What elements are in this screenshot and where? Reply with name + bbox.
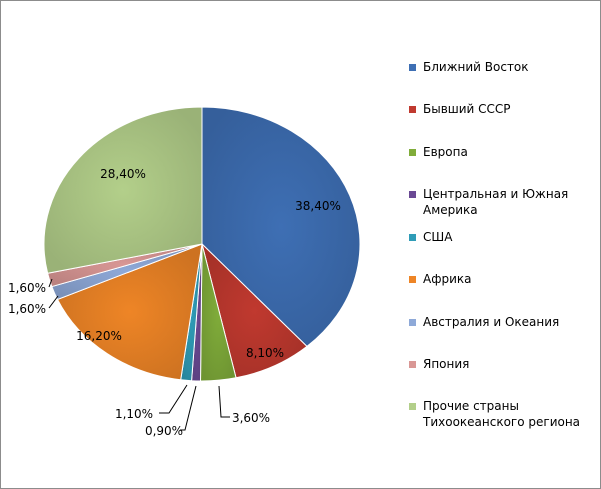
leader-line [48,278,53,288]
data-label: 16,20% [76,329,122,343]
legend-label: Центральная и Южная Америка [423,187,569,217]
pie-slice [201,106,361,348]
legend-swatch [409,361,416,368]
pie-slice [56,243,203,381]
leader-line [159,384,188,414]
data-label: 3,60% [232,411,270,425]
data-label: 1,60% [8,302,46,316]
leader-line [218,385,230,418]
legend-swatch [409,276,416,283]
data-label: 1,60% [8,281,46,295]
legend-swatch [409,319,416,326]
leader-line [48,295,59,309]
data-label: 0,90% [145,424,183,438]
data-label: 38,40% [295,199,341,213]
legend-label: Ближний Восток [423,60,529,74]
legend-label: Бывший СССР [423,102,511,116]
legend-label: Европа [423,145,468,159]
pie-slice [43,106,203,274]
data-label: 28,40% [100,167,146,181]
leader-line [180,385,197,431]
legend-swatch [409,403,416,410]
legend-label: Прочие страны Тихоокеанского региона [423,399,581,429]
legend-swatch [409,64,416,71]
data-label: 8,10% [246,346,284,360]
legend-label: Австралия и Океания [423,315,560,329]
legend-label: Япония [423,357,470,371]
data-label: 1,10% [115,407,153,421]
legend-swatch [409,234,416,241]
legend-swatch [409,149,416,156]
legend-label: Африка [423,272,472,286]
legend-swatch [409,191,416,198]
legend-label: США [423,230,453,244]
legend-swatch [409,106,416,113]
